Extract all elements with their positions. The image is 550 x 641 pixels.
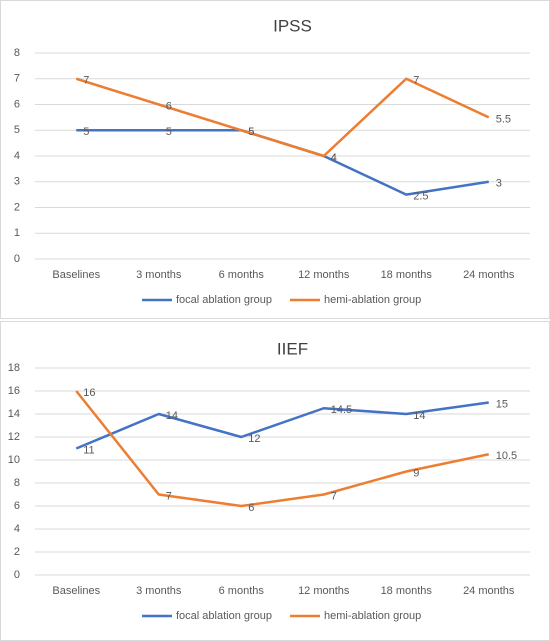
data-label: 11 <box>83 444 94 456</box>
y-tick-label: 2 <box>14 546 20 558</box>
y-tick-label: 8 <box>14 47 20 59</box>
series-line <box>75 390 490 508</box>
x-tick-label: 18 months <box>381 585 433 597</box>
series-line <box>75 77 490 158</box>
x-tick-label: 6 months <box>219 269 265 281</box>
data-label: 3 <box>496 178 502 190</box>
data-label: 4 <box>331 152 337 164</box>
legend-label: focal ablation group <box>176 294 272 306</box>
y-tick-label: 4 <box>14 523 20 535</box>
series-line <box>75 401 489 450</box>
x-tick-label: 6 months <box>219 585 265 597</box>
y-tick-label: 3 <box>14 176 20 188</box>
y-tick-label: 4 <box>14 150 20 162</box>
legend-label: hemi-ablation group <box>324 610 421 622</box>
series-line <box>76 129 489 196</box>
x-tick-label: 24 months <box>463 269 515 281</box>
y-tick-label: 8 <box>14 477 20 489</box>
data-label: 7 <box>166 490 172 502</box>
x-tick-label: 3 months <box>136 269 182 281</box>
x-tick-label: 18 months <box>381 269 433 281</box>
y-tick-label: 7 <box>14 73 20 85</box>
data-label: 7 <box>413 75 419 87</box>
data-label: 14 <box>413 410 425 422</box>
y-tick-label: 16 <box>8 385 20 397</box>
x-tick-label: 12 months <box>298 585 350 597</box>
data-label: 7 <box>83 75 89 87</box>
legend-label: hemi-ablation group <box>324 294 421 306</box>
y-tick-label: 0 <box>14 253 20 265</box>
data-label: 9 <box>413 467 419 479</box>
x-tick-label: Baselines <box>52 269 100 281</box>
data-label: 12 <box>248 433 260 445</box>
y-tick-label: 5 <box>14 124 20 136</box>
data-label: 2.5 <box>413 191 428 203</box>
y-tick-label: 12 <box>8 431 20 443</box>
y-tick-label: 1 <box>14 227 20 239</box>
y-tick-label: 2 <box>14 201 20 213</box>
data-label: 14 <box>166 410 178 422</box>
data-label: 6 <box>248 502 254 514</box>
x-tick-label: 24 months <box>463 585 515 597</box>
data-label: 5 <box>248 126 254 138</box>
x-tick-label: 3 months <box>136 585 182 597</box>
data-label: 14.5 <box>331 404 352 416</box>
data-label: 7 <box>331 490 337 502</box>
chart-title: IPSS <box>273 16 312 35</box>
y-tick-label: 6 <box>14 98 20 110</box>
y-tick-label: 0 <box>14 569 20 581</box>
x-tick-label: 12 months <box>298 269 350 281</box>
y-tick-label: 14 <box>8 408 20 420</box>
data-label: 4 <box>331 152 337 164</box>
data-label: 15 <box>496 398 508 410</box>
legend-label: focal ablation group <box>176 610 272 622</box>
data-label: 5.5 <box>496 113 511 125</box>
data-label: 5 <box>83 126 89 138</box>
x-tick-label: Baselines <box>52 585 100 597</box>
data-label: 10.5 <box>496 450 517 462</box>
y-tick-label: 18 <box>8 362 20 374</box>
y-tick-label: 6 <box>14 500 20 512</box>
data-label: 5 <box>166 126 172 138</box>
y-tick-label: 10 <box>8 454 20 466</box>
data-label: 6 <box>166 100 172 112</box>
chart-title: IIEF <box>277 339 308 358</box>
data-label: 16 <box>83 387 95 399</box>
